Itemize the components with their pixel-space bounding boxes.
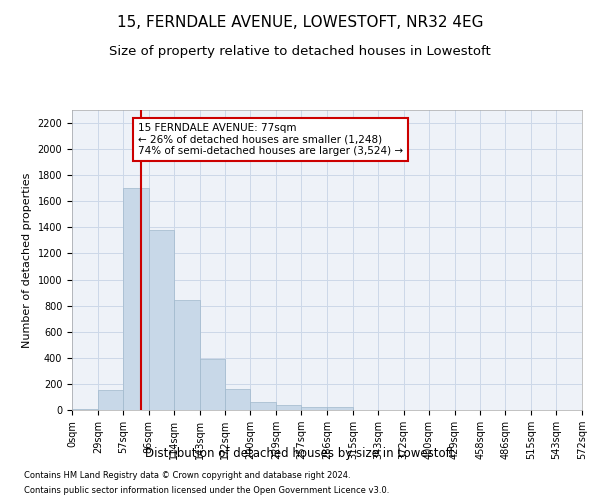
Text: Distribution of detached houses by size in Lowestoft: Distribution of detached houses by size … bbox=[145, 448, 455, 460]
Text: Contains public sector information licensed under the Open Government Licence v3: Contains public sector information licen… bbox=[24, 486, 389, 495]
Bar bbox=[301, 406, 327, 410]
Bar bbox=[226, 389, 250, 410]
Bar bbox=[123, 188, 149, 410]
Bar bbox=[72, 408, 98, 410]
Bar bbox=[149, 230, 173, 410]
Bar bbox=[98, 390, 123, 410]
Bar bbox=[250, 402, 276, 410]
Bar bbox=[199, 359, 226, 410]
Text: Contains HM Land Registry data © Crown copyright and database right 2024.: Contains HM Land Registry data © Crown c… bbox=[24, 471, 350, 480]
Bar bbox=[327, 406, 353, 410]
Text: 15, FERNDALE AVENUE, LOWESTOFT, NR32 4EG: 15, FERNDALE AVENUE, LOWESTOFT, NR32 4EG bbox=[117, 15, 483, 30]
Y-axis label: Number of detached properties: Number of detached properties bbox=[22, 172, 32, 348]
Text: Size of property relative to detached houses in Lowestoft: Size of property relative to detached ho… bbox=[109, 45, 491, 58]
Bar bbox=[276, 406, 301, 410]
Text: 15 FERNDALE AVENUE: 77sqm
← 26% of detached houses are smaller (1,248)
74% of se: 15 FERNDALE AVENUE: 77sqm ← 26% of detac… bbox=[138, 123, 403, 156]
Bar bbox=[173, 300, 199, 410]
